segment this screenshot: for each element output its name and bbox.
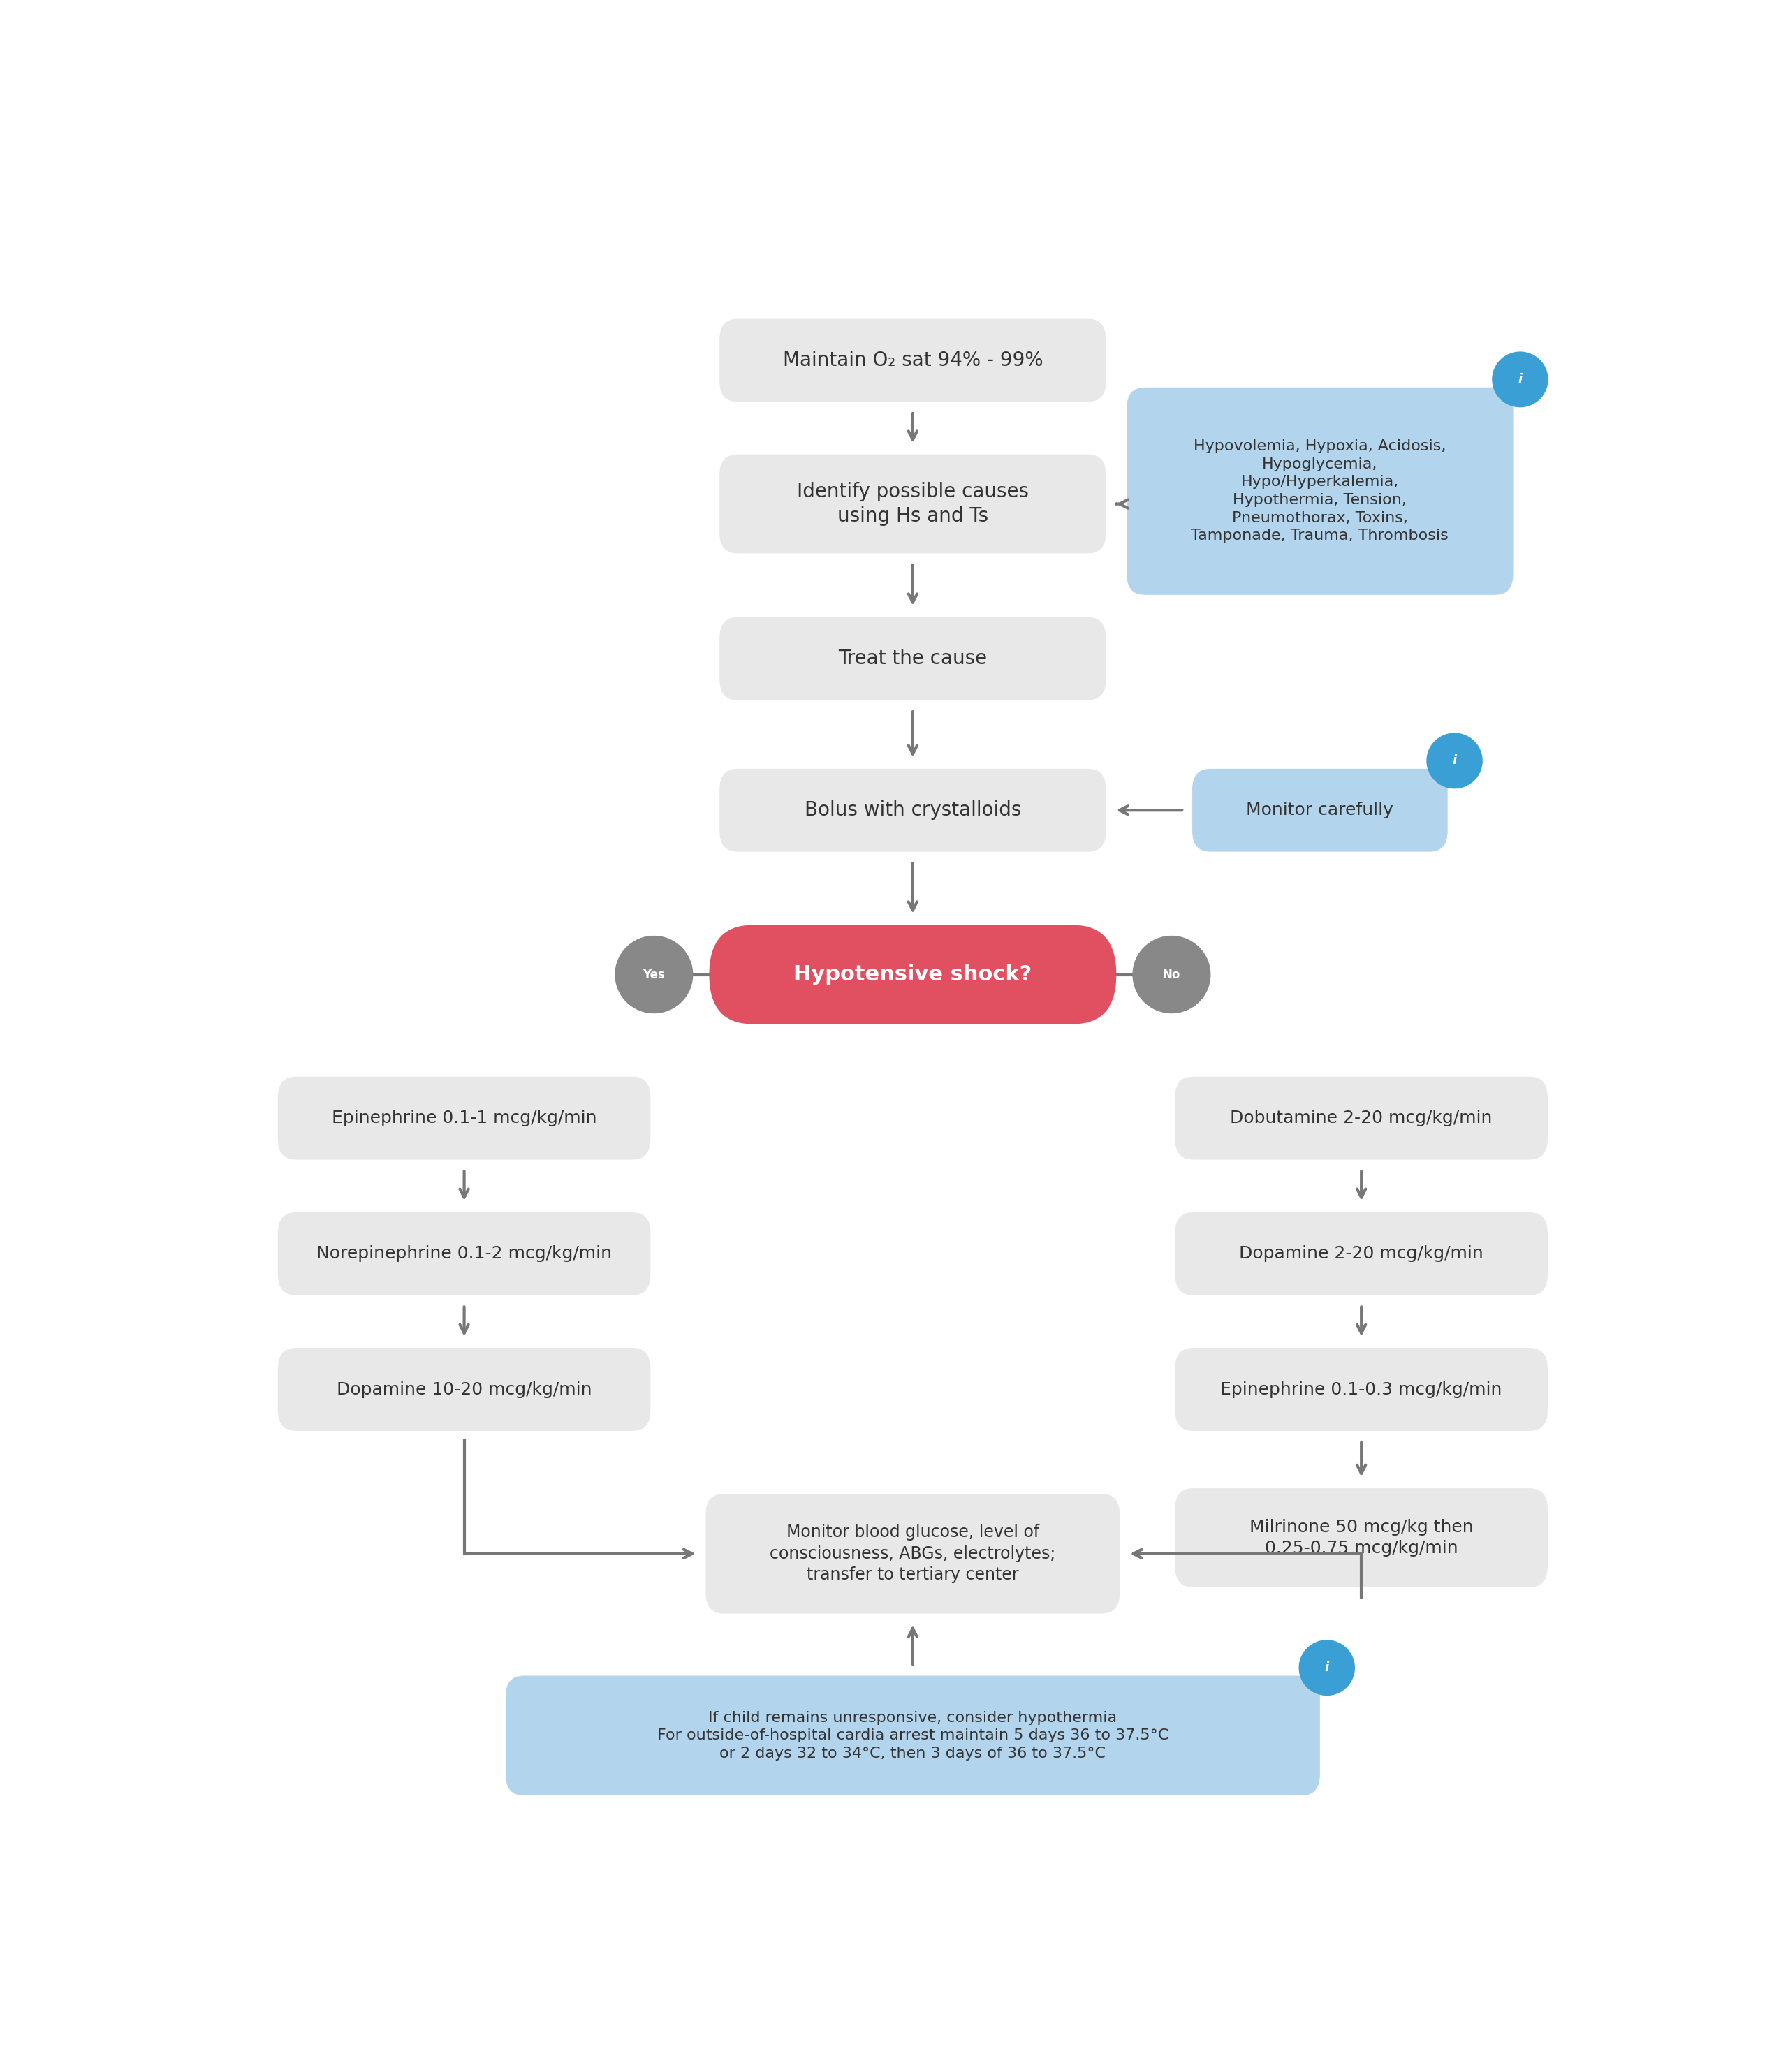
Text: i: i: [1452, 754, 1457, 767]
Ellipse shape: [1298, 1641, 1354, 1695]
FancyBboxPatch shape: [1175, 1077, 1548, 1160]
FancyBboxPatch shape: [1175, 1488, 1548, 1587]
FancyBboxPatch shape: [720, 319, 1106, 402]
Ellipse shape: [614, 937, 693, 1013]
FancyBboxPatch shape: [278, 1349, 650, 1432]
Text: Dobutamine 2-20 mcg/kg/min: Dobutamine 2-20 mcg/kg/min: [1231, 1111, 1492, 1127]
FancyBboxPatch shape: [705, 1494, 1120, 1614]
FancyBboxPatch shape: [1191, 769, 1448, 852]
Text: Identify possible causes
using Hs and Ts: Identify possible causes using Hs and Ts: [796, 481, 1029, 526]
Ellipse shape: [1492, 352, 1548, 406]
Text: Dopamine 10-20 mcg/kg/min: Dopamine 10-20 mcg/kg/min: [337, 1382, 591, 1399]
Text: Monitor blood glucose, level of
consciousness, ABGs, electrolytes;
transfer to t: Monitor blood glucose, level of consciou…: [769, 1523, 1056, 1583]
Text: Epinephrine 0.1-0.3 mcg/kg/min: Epinephrine 0.1-0.3 mcg/kg/min: [1220, 1382, 1501, 1399]
FancyBboxPatch shape: [720, 454, 1106, 553]
FancyBboxPatch shape: [506, 1676, 1320, 1796]
Text: Epinephrine 0.1-1 mcg/kg/min: Epinephrine 0.1-1 mcg/kg/min: [331, 1111, 597, 1127]
Text: Treat the cause: Treat the cause: [839, 649, 987, 669]
FancyBboxPatch shape: [720, 769, 1106, 852]
FancyBboxPatch shape: [720, 617, 1106, 700]
FancyBboxPatch shape: [1175, 1349, 1548, 1432]
Text: No: No: [1163, 968, 1181, 980]
FancyBboxPatch shape: [709, 924, 1117, 1024]
Text: Monitor carefully: Monitor carefully: [1247, 802, 1393, 818]
Text: Hypovolemia, Hypoxia, Acidosis,
Hypoglycemia,
Hypo/Hyperkalemia,
Hypothermia, Te: Hypovolemia, Hypoxia, Acidosis, Hypoglyc…: [1191, 439, 1448, 543]
Ellipse shape: [1427, 733, 1482, 787]
Text: i: i: [1325, 1662, 1329, 1674]
FancyBboxPatch shape: [278, 1077, 650, 1160]
Text: Milrinone 50 mcg/kg then
0.25-0.75 mcg/kg/min: Milrinone 50 mcg/kg then 0.25-0.75 mcg/k…: [1250, 1519, 1473, 1556]
FancyBboxPatch shape: [1127, 387, 1514, 595]
Text: Maintain O₂ sat 94% - 99%: Maintain O₂ sat 94% - 99%: [782, 350, 1044, 371]
Text: Hypotensive shock?: Hypotensive shock?: [794, 963, 1031, 984]
Text: Dopamine 2-20 mcg/kg/min: Dopamine 2-20 mcg/kg/min: [1240, 1245, 1484, 1262]
FancyBboxPatch shape: [1175, 1212, 1548, 1295]
Text: Bolus with crystalloids: Bolus with crystalloids: [805, 800, 1021, 821]
FancyBboxPatch shape: [278, 1212, 650, 1295]
Ellipse shape: [1133, 937, 1211, 1013]
Text: If child remains unresponsive, consider hypothermia
For outside-of-hospital card: If child remains unresponsive, consider …: [657, 1711, 1168, 1761]
Text: i: i: [1517, 373, 1523, 385]
Text: Yes: Yes: [643, 968, 664, 980]
Text: Norepinephrine 0.1-2 mcg/kg/min: Norepinephrine 0.1-2 mcg/kg/min: [317, 1245, 613, 1262]
